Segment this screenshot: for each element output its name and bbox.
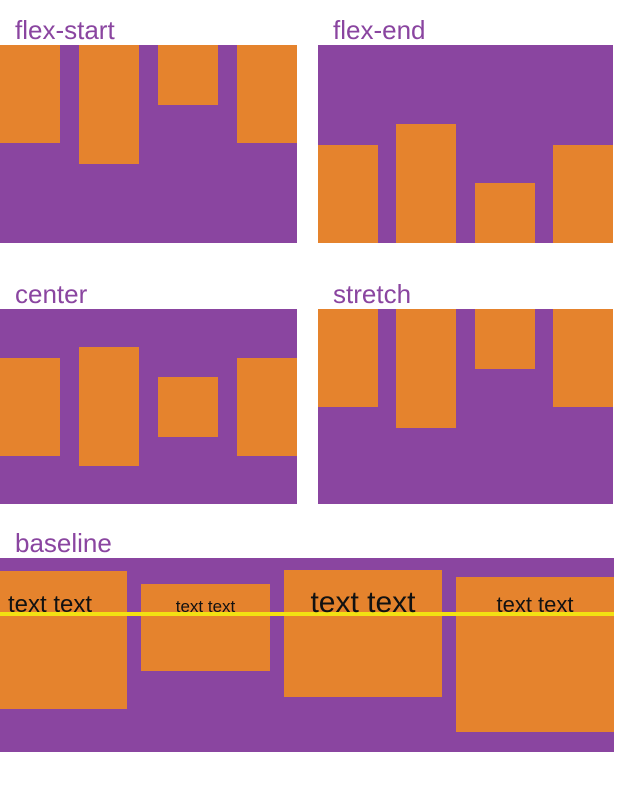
flex-item [396,124,457,243]
flex-item [0,45,60,143]
baseline-rule-line [0,612,614,616]
flex-container-flex-start [0,45,297,243]
flex-container-baseline: text text text text text text text text [0,558,614,752]
flex-item [237,45,297,143]
flex-item [79,347,139,466]
flex-item-text-label: text text [496,592,574,617]
flex-container-center [0,309,297,504]
panel-label-stretch: stretch [333,279,412,309]
align-items-diagram: flex-start flex-end center [0,0,617,752]
panel-stretch: stretch [318,243,613,504]
panel-baseline: baseline text text text text text text t… [0,528,617,752]
flex-item [158,376,218,437]
flex-item [474,183,535,243]
panel-label-flex-start: flex-start [15,15,115,45]
panel-label-baseline: baseline [15,528,112,558]
panel-label-center: center [15,279,88,309]
flex-item-text: text text [284,570,442,697]
flex-item [552,145,613,243]
flex-item-text-label: text text [310,586,416,619]
flex-item-text-label: text text [175,597,236,616]
panel-label-flex-end: flex-end [333,15,426,45]
flex-item-text: text text [0,571,127,709]
flex-item [396,309,457,428]
flex-item [79,45,139,164]
flex-container-flex-end [318,45,613,243]
flex-item [318,145,378,243]
panel-flex-start: flex-start [0,0,297,243]
panel-center: center [0,243,297,504]
flex-item [237,357,297,456]
flex-item [0,357,60,456]
flex-item-text: text text [141,584,270,671]
panel-flex-end: flex-end [318,0,613,243]
diagram-row-2: center stretch [0,243,617,504]
flex-item [158,45,218,105]
flex-item [474,309,535,369]
diagram-row-1: flex-start flex-end [0,0,617,243]
flex-item [318,309,378,407]
flex-item [552,309,613,407]
flex-item-text: text text [456,577,614,732]
flex-container-stretch [318,309,613,504]
flex-item-text-label: text text [8,591,93,618]
